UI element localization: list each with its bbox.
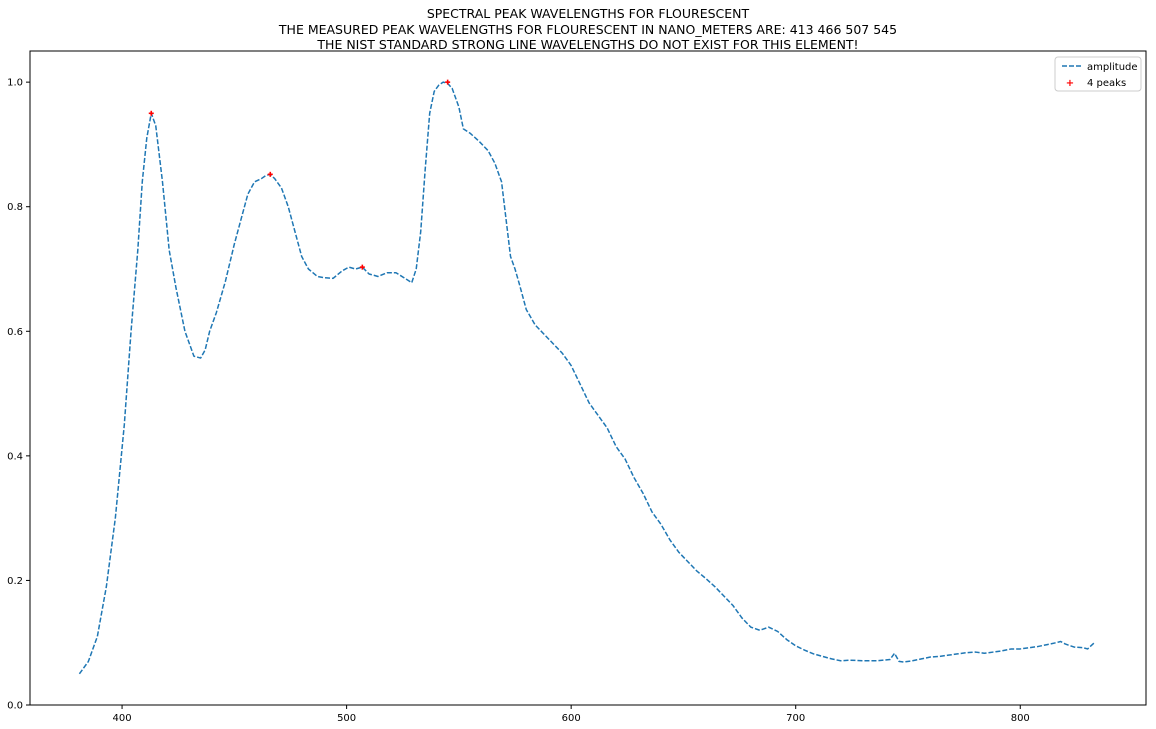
series-amplitude-group [78, 81, 1095, 675]
x-axis-ticks: 400 500 600 700 800 [113, 705, 1030, 724]
legend: amplitude + 4 peaks [1054, 56, 1142, 92]
x-tick-label: 800 [1011, 713, 1030, 724]
chart-title-block: SPECTRAL PEAK WAVELENGTHS FOR FLOURESCEN… [0, 6, 1156, 53]
peak-marker [445, 79, 451, 85]
chart-title: SPECTRAL PEAK WAVELENGTHS FOR FLOURESCEN… [426, 6, 750, 21]
x-tick-label: 600 [562, 713, 581, 724]
x-tick-label: 400 [113, 713, 132, 724]
legend-peaks-label: 4 peaks [1087, 78, 1126, 89]
x-tick-label: 500 [337, 713, 356, 724]
y-axis-ticks: 0.0 0.2 0.4 0.6 0.8 1.0 [7, 78, 30, 712]
y-tick-label: 0.8 [7, 202, 23, 213]
chart-subtitle-2: THE NIST STANDARD STRONG LINE WAVELENGTH… [317, 37, 859, 52]
peak-marker [359, 264, 365, 270]
y-tick-label: 0.6 [7, 327, 23, 338]
peak-marker [148, 110, 154, 116]
series-amplitude-line [78, 81, 1095, 675]
x-tick-label: 700 [786, 713, 805, 724]
legend-peaks-swatch: + [1066, 78, 1074, 89]
plot-area-frame [29, 50, 1147, 706]
y-tick-label: 0.4 [7, 451, 23, 462]
chart-subtitle-1: THE MEASURED PEAK WAVELENGTHS FOR FLOURE… [278, 21, 898, 37]
y-tick-label: 0.0 [7, 701, 23, 712]
y-tick-label: 1.0 [7, 78, 23, 89]
series-peaks-group [148, 79, 451, 270]
legend-amplitude-label: amplitude [1087, 62, 1138, 73]
peak-marker [267, 171, 273, 177]
y-tick-label: 0.2 [7, 576, 23, 587]
